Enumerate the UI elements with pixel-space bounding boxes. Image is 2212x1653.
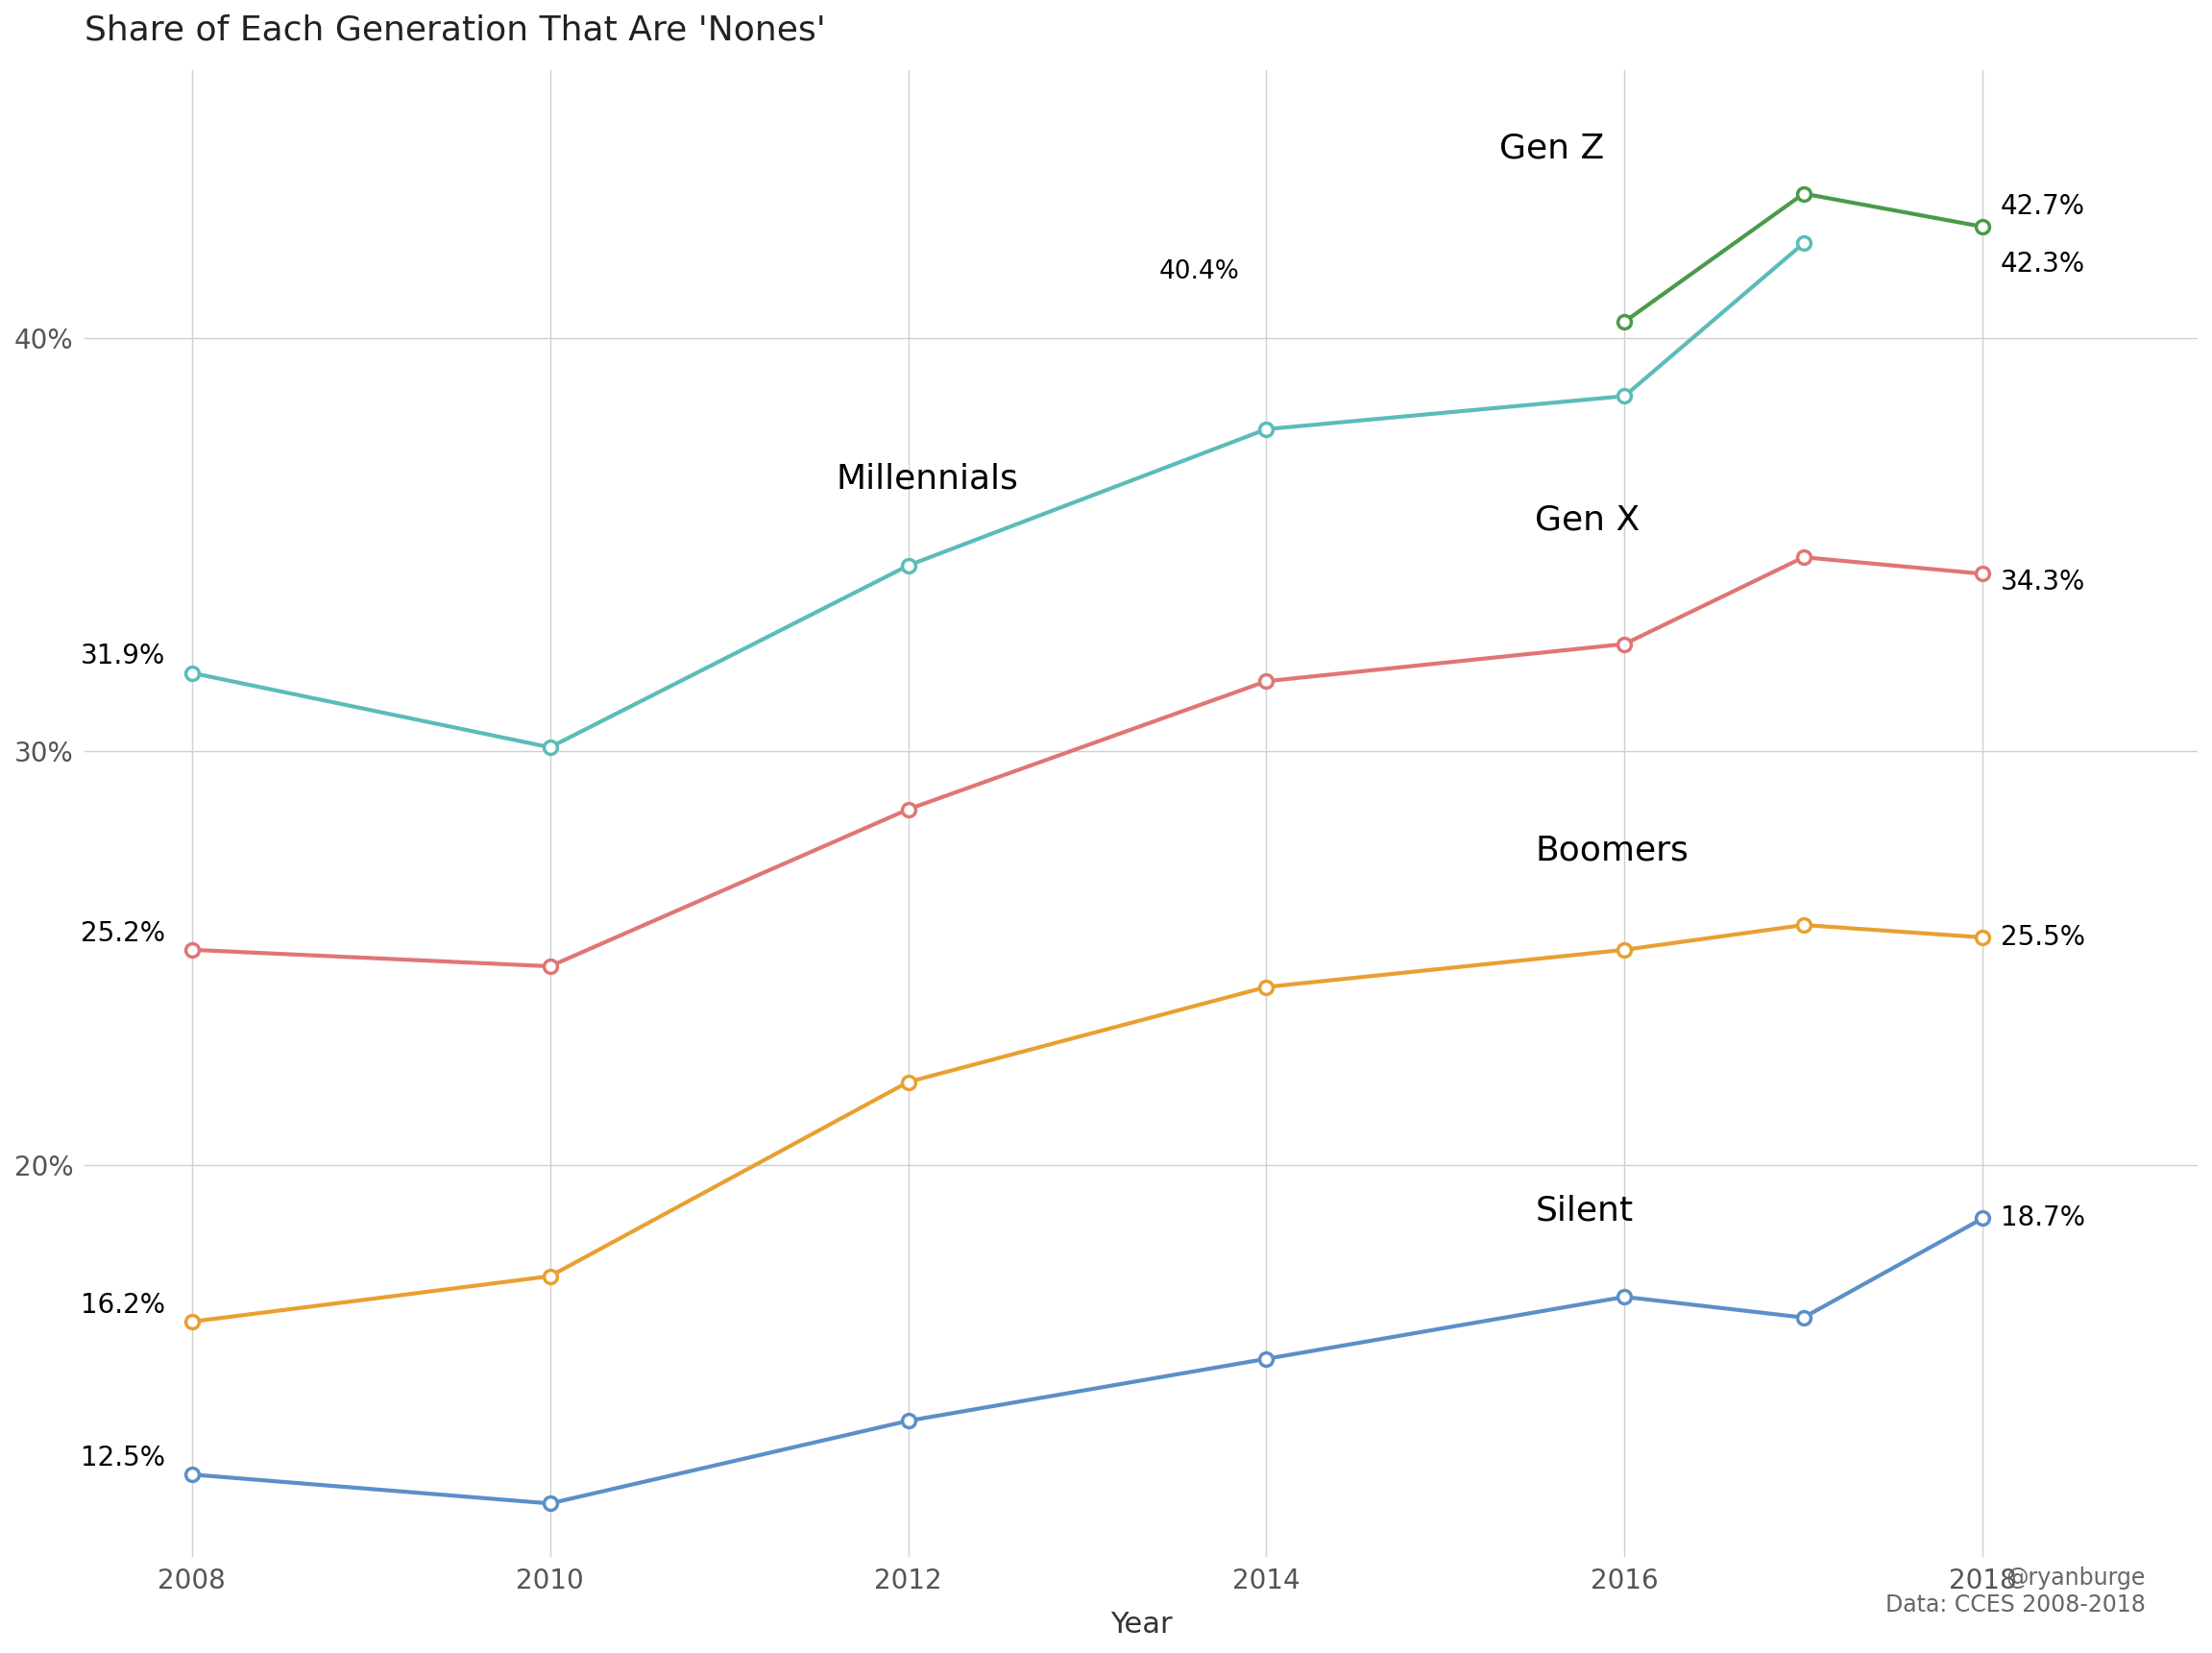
- Text: Gen X: Gen X: [1535, 504, 1639, 537]
- Text: Millennials: Millennials: [836, 463, 1020, 496]
- Text: 42.3%: 42.3%: [2000, 251, 2086, 278]
- Text: Silent: Silent: [1535, 1193, 1632, 1227]
- Text: 31.9%: 31.9%: [80, 643, 166, 669]
- Text: 16.2%: 16.2%: [80, 1291, 166, 1319]
- Text: Boomers: Boomers: [1535, 835, 1688, 868]
- Text: 40.4%: 40.4%: [1159, 260, 1239, 284]
- X-axis label: Year: Year: [1110, 1610, 1172, 1638]
- Text: Share of Each Generation That Are 'Nones': Share of Each Generation That Are 'Nones…: [84, 15, 825, 46]
- Text: 42.7%: 42.7%: [2000, 193, 2086, 220]
- Text: 18.7%: 18.7%: [2000, 1205, 2086, 1231]
- Text: Gen Z: Gen Z: [1500, 132, 1604, 165]
- Text: @ryanburge
Data: CCES 2008-2018: @ryanburge Data: CCES 2008-2018: [1885, 1567, 2146, 1617]
- Text: 12.5%: 12.5%: [80, 1445, 166, 1471]
- Text: 25.2%: 25.2%: [80, 919, 166, 947]
- Text: 25.5%: 25.5%: [2000, 924, 2086, 950]
- Text: 34.3%: 34.3%: [2000, 569, 2086, 595]
